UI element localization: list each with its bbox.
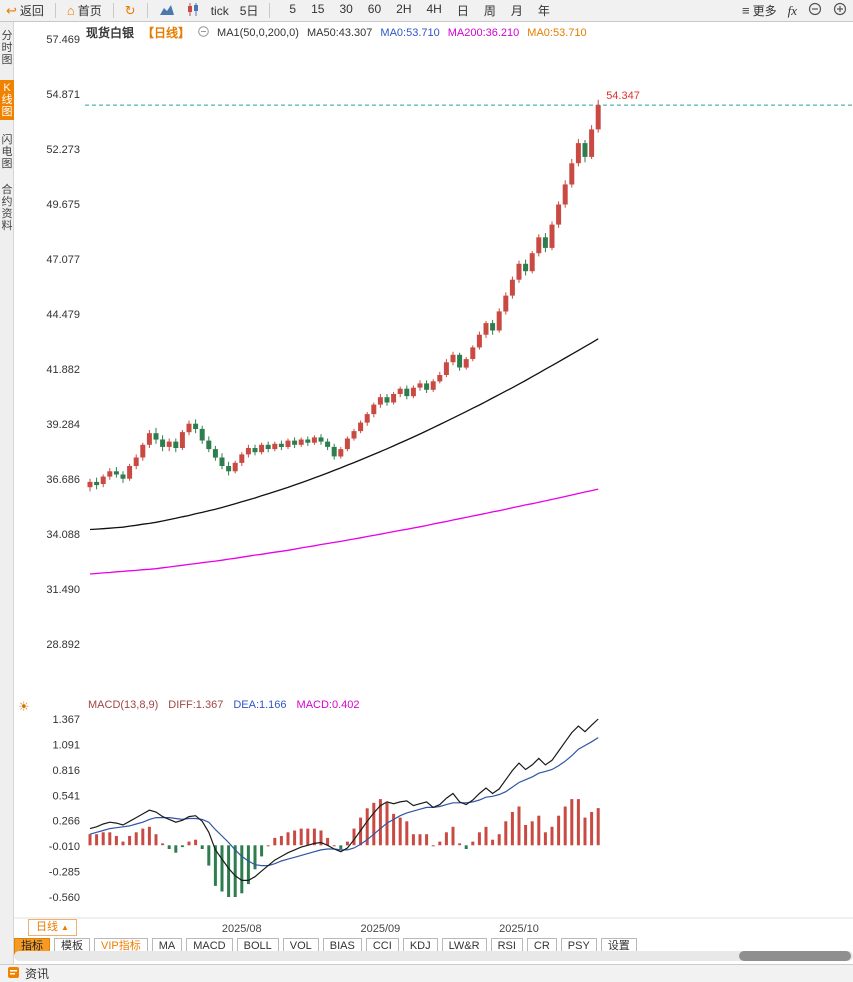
sidebar-item[interactable]: 合约资料 xyxy=(1,184,13,232)
zoom-out-icon xyxy=(808,2,822,19)
top-toolbar: ↩ 返回 ⌂ 首页 ↻ tick 5日 5 15 30 60 2H 4H 日周月年 ≡ xyxy=(0,0,853,22)
home-label: 首页 xyxy=(77,4,102,18)
menu-icon: ≡ xyxy=(742,3,750,18)
period-label: 【日线】 xyxy=(142,26,191,40)
indicator-tab[interactable]: VOL xyxy=(282,938,319,955)
indicator-tab[interactable]: RSI xyxy=(490,938,523,955)
timeframe-button[interactable]: 60 xyxy=(367,2,382,16)
formula-button[interactable]: fx xyxy=(788,3,797,19)
sidebar-item[interactable]: 分时图 xyxy=(1,30,13,66)
ma0-value-orange: MA0:53.710 xyxy=(527,26,587,39)
toolbar-separator xyxy=(54,3,56,18)
svg-text:2025/08: 2025/08 xyxy=(222,923,262,935)
indicator-tab[interactable]: LW&R xyxy=(441,938,487,955)
tick-button[interactable]: tick xyxy=(210,3,229,18)
period-selector-label: 日线 xyxy=(36,921,58,933)
chart-header: 现货白银 【日线】 MA1(50,0,200,0) MA50:43.307 MA… xyxy=(86,24,587,41)
timeframe-group: 5 15 30 60 2H 4H 日周月年 xyxy=(289,2,550,19)
news-icon xyxy=(7,966,20,982)
status-bar: 资讯 xyxy=(0,964,853,982)
indicator-settings-icon[interactable]: ☀ xyxy=(18,699,30,714)
indicator-tab[interactable]: KDJ xyxy=(402,938,438,955)
macd-params-label: MACD(13,8,9) xyxy=(88,699,159,711)
fx-icon: fx xyxy=(787,2,797,18)
home-button[interactable]: ⌂ 首页 xyxy=(67,2,102,19)
timeframe-button[interactable]: 年 xyxy=(537,4,550,18)
five-day-button[interactable]: 5日 xyxy=(239,4,259,18)
indicator-tab[interactable]: 指标 xyxy=(14,938,50,955)
candle-chart-icon xyxy=(186,2,200,19)
ma-settings-label: MA1(50,0,200,0) xyxy=(217,26,299,39)
period-selector-button[interactable]: 日线 ▲ xyxy=(28,919,77,936)
home-icon: ⌂ xyxy=(66,3,75,18)
timeframe-button[interactable]: 月 xyxy=(510,4,523,18)
chart-plot-region[interactable] xyxy=(14,22,853,918)
area-chart-button[interactable] xyxy=(159,3,175,19)
x-axis-labels: 2025/08 2025/09 2025/10 xyxy=(222,923,539,935)
macd-header: MACD(13,8,9) DIFF:1.367 DEA:1.166 MACD:0… xyxy=(88,699,360,711)
chevron-up-icon: ▲ xyxy=(61,923,69,932)
timeframe-button[interactable]: 日 xyxy=(456,4,469,18)
macd-dea-value: DEA:1.166 xyxy=(233,699,287,711)
sidebar-item[interactable]: 闪电图 xyxy=(1,134,13,170)
ma0-value-blue: MA0:53.710 xyxy=(380,26,440,39)
timeframe-button[interactable]: 5 xyxy=(289,2,297,16)
timeframe-button[interactable]: 2H xyxy=(396,2,412,16)
svg-text:2025/09: 2025/09 xyxy=(361,923,401,935)
indicator-tab[interactable]: 模板 xyxy=(54,938,90,955)
ma200-value: MA200:36.210 xyxy=(447,26,520,39)
back-label: 返回 xyxy=(19,4,44,18)
ma50-value: MA50:43.307 xyxy=(306,26,373,39)
more-label: 更多 xyxy=(752,4,777,18)
zoom-out-button[interactable] xyxy=(808,2,822,19)
timeframe-button[interactable]: 4H xyxy=(426,2,442,16)
back-icon: ↩ xyxy=(6,3,17,18)
toolbar-separator xyxy=(146,3,148,18)
toolbar-separator xyxy=(269,3,271,18)
indicator-tab[interactable]: PSY xyxy=(560,938,597,955)
zoom-in-button[interactable] xyxy=(833,2,847,19)
macd-diff-value: DIFF:1.367 xyxy=(168,699,224,711)
symbol-name: 现货白银 xyxy=(86,26,135,40)
timeframe-button[interactable]: 30 xyxy=(339,2,353,16)
more-button[interactable]: ≡ 更多 xyxy=(742,2,777,19)
back-button[interactable]: ↩ 返回 xyxy=(6,2,44,19)
timeframe-button[interactable]: 15 xyxy=(311,2,325,16)
candle-chart-button[interactable] xyxy=(186,2,200,19)
news-label[interactable]: 资讯 xyxy=(25,967,50,981)
refresh-icon: ↻ xyxy=(124,3,136,18)
macd-macd-value: MACD:0.402 xyxy=(296,699,360,711)
refresh-button[interactable]: ↻ xyxy=(125,4,136,17)
toolbar-separator xyxy=(112,3,114,18)
area-chart-icon xyxy=(159,3,175,19)
zoom-in-icon xyxy=(833,2,847,19)
collapse-panel-icon[interactable] xyxy=(198,25,209,40)
svg-text:2025/10: 2025/10 xyxy=(499,923,539,935)
indicator-tab[interactable]: CR xyxy=(526,938,557,955)
indicator-tab[interactable]: BOLL xyxy=(236,938,279,955)
horizontal-scrollbar-thumb[interactable] xyxy=(739,951,851,961)
timeframe-button[interactable]: 周 xyxy=(483,4,496,18)
horizontal-scrollbar-track[interactable] xyxy=(14,951,853,961)
indicator-tab[interactable]: CCI xyxy=(365,938,399,955)
